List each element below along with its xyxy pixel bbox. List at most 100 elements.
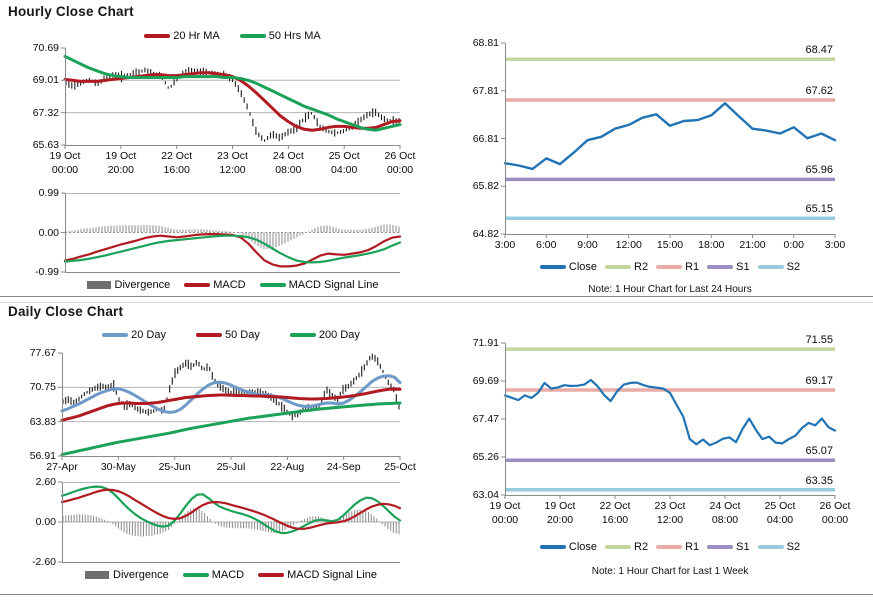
x-tick-label: 3:00 bbox=[824, 239, 846, 251]
legend-label: 20 Hr MA bbox=[173, 30, 220, 42]
daily-macd-plot bbox=[58, 481, 402, 563]
level-label-r2: 68.47 bbox=[805, 44, 833, 57]
level-label-s1: 65.07 bbox=[805, 445, 833, 458]
y-tick-label: 0.00 bbox=[38, 226, 59, 239]
x-tick-label: 12:00 bbox=[615, 239, 642, 251]
x-tick-label: 26 Oct 00:00 bbox=[384, 150, 416, 177]
hourly-sr-plot bbox=[501, 42, 837, 238]
y-tick-label: 67.32 bbox=[32, 106, 59, 119]
daily-price-chart: 77.67 70.75 63.83 56.91 27-Apr 30-May 25-Jun 25… bbox=[30, 329, 416, 473]
legend-swatch-r2 bbox=[605, 265, 632, 269]
legend-swatch-200-day bbox=[289, 333, 316, 337]
y-tick-label: 0.00 bbox=[35, 516, 56, 528]
y-tick-label: 65.63 bbox=[32, 139, 59, 151]
daily-price-plot bbox=[58, 352, 402, 460]
x-tick-label: 0:00 bbox=[783, 239, 804, 251]
legend-swatch-50-day bbox=[196, 333, 222, 337]
daily-section-title: Daily Close Chart bbox=[8, 304, 124, 319]
legend-swatch-macd-signal-line bbox=[259, 283, 286, 287]
x-tick-label: 30-May bbox=[100, 461, 136, 473]
hourly-price-plot bbox=[61, 47, 402, 149]
x-tick-label: 3:00 bbox=[494, 239, 516, 251]
x-tick-label: 26 Oct 00:00 bbox=[819, 500, 851, 527]
bottom-divider bbox=[0, 594, 873, 595]
x-tick-label: 18:00 bbox=[698, 239, 725, 251]
legend-swatch-s1 bbox=[707, 545, 734, 549]
legend-swatch-divergence bbox=[86, 281, 111, 289]
x-tick-label: 25-Jun bbox=[158, 461, 191, 473]
y-tick-label: -2.60 bbox=[32, 556, 56, 568]
y-tick-label: 65.26 bbox=[472, 451, 499, 463]
legend-swatch-divergence bbox=[85, 571, 110, 579]
x-tick-label: 25 Oct 04:00 bbox=[328, 150, 360, 177]
legend-item-macd: MACD bbox=[184, 279, 246, 291]
legend-swatch-20-hr-ma bbox=[144, 34, 171, 38]
legend: 20 Day 50 Day 200 Day bbox=[62, 329, 400, 341]
legend-item-r1: R1 bbox=[656, 261, 699, 273]
legend-item-r1: R1 bbox=[656, 541, 699, 553]
legend-item-s2: S2 bbox=[757, 261, 801, 273]
y-tick-label: 56.91 bbox=[29, 450, 56, 462]
x-tick-label: 25 Oct 04:00 bbox=[764, 500, 796, 527]
legend-swatch-50-hrs-ma bbox=[239, 34, 266, 38]
x-tick-label: 25-Jul bbox=[216, 461, 246, 473]
legend-label: MACD Signal Line bbox=[287, 569, 377, 581]
legend-label: Close bbox=[568, 541, 598, 553]
daily-support-resistance-chart: 71.91 69.69 67.47 65.26 63.04 19 Oct 00:00 19 … bbox=[473, 334, 851, 553]
daily-sr-note: Note: 1 Hour Chart for Last 1 Week bbox=[591, 566, 749, 577]
daily-macd-chart: 2.60 0.00 -2.60 Divergence MACD MACD Signal L… bbox=[32, 476, 402, 581]
x-tick-label: 27-Apr bbox=[46, 461, 78, 473]
y-tick-label: 2.60 bbox=[35, 476, 56, 488]
y-tick-label: 67.47 bbox=[472, 413, 499, 425]
level-label-r2: 71.55 bbox=[805, 334, 833, 347]
section-divider-shadow bbox=[0, 302, 873, 303]
x-tick-label: 19 Oct 20:00 bbox=[544, 500, 576, 527]
legend-swatch-r1 bbox=[656, 265, 683, 269]
y-tick-label: 66.81 bbox=[472, 132, 499, 145]
legend-item-macd: MACD bbox=[182, 569, 244, 581]
legend-label: 20 Day bbox=[131, 329, 166, 341]
x-tick-label: 24-Sep bbox=[326, 461, 361, 473]
y-tick-label: 64.82 bbox=[472, 228, 499, 240]
hourly-sr-note: Note: 1 Hour Chart for Last 24 Hours bbox=[588, 284, 752, 295]
legend-item-divergence: Divergence bbox=[85, 569, 169, 581]
legend-swatch-r2 bbox=[605, 545, 632, 549]
x-tick-label: 9:00 bbox=[577, 239, 598, 251]
y-tick-label: 77.67 bbox=[29, 347, 56, 359]
legend-swatch-macd bbox=[184, 283, 211, 287]
x-tick-label: 21:00 bbox=[739, 239, 766, 251]
hourly-macd-chart: 0.99 0.00 -0.99 Divergence MACD MACD Signal L… bbox=[35, 187, 402, 291]
y-tick-label: 69.01 bbox=[32, 74, 59, 87]
legend-label: Divergence bbox=[113, 569, 169, 581]
level-label-r1: 69.17 bbox=[805, 374, 833, 387]
y-tick-label: 70.69 bbox=[32, 42, 59, 54]
level-label-s1: 65.96 bbox=[805, 164, 833, 177]
hourly-macd-plot bbox=[61, 192, 402, 273]
legend-item-macd-signal-line: MACD Signal Line bbox=[259, 279, 378, 291]
legend-label: R2 bbox=[634, 261, 649, 273]
legend-item-macd-signal-line: MACD Signal Line bbox=[258, 569, 377, 581]
legend-item-r2: R2 bbox=[605, 541, 648, 553]
legend: 20 Hr MA 50 Hrs MA bbox=[65, 30, 400, 42]
legend-swatch-s2 bbox=[757, 545, 784, 549]
legend-label: S1 bbox=[736, 541, 750, 553]
legend-label: S2 bbox=[786, 261, 801, 273]
y-tick-label: 69.69 bbox=[472, 375, 499, 387]
legend-label: 200 Day bbox=[318, 329, 360, 341]
legend-label: 50 Hrs MA bbox=[268, 30, 321, 42]
x-tick-label: 19 Oct 20:00 bbox=[105, 150, 137, 177]
level-label-s2: 65.15 bbox=[805, 203, 833, 216]
legend-item-20-day: 20 Day bbox=[102, 329, 166, 341]
y-tick-label: 0.99 bbox=[38, 187, 59, 199]
legend: Divergence MACD MACD Signal Line bbox=[65, 279, 400, 291]
legend-item-divergence: Divergence bbox=[86, 279, 170, 291]
legend-item-close: Close bbox=[539, 261, 597, 273]
hourly-section-title: Hourly Close Chart bbox=[8, 4, 134, 19]
x-tick-label: 24 Oct 08:00 bbox=[272, 150, 304, 177]
y-tick-label: 71.91 bbox=[472, 337, 499, 349]
legend-item-s1: S1 bbox=[707, 541, 750, 553]
legend-label: R2 bbox=[634, 541, 649, 553]
legend-label: 50 Day bbox=[225, 329, 260, 341]
y-tick-label: 63.83 bbox=[29, 415, 56, 428]
